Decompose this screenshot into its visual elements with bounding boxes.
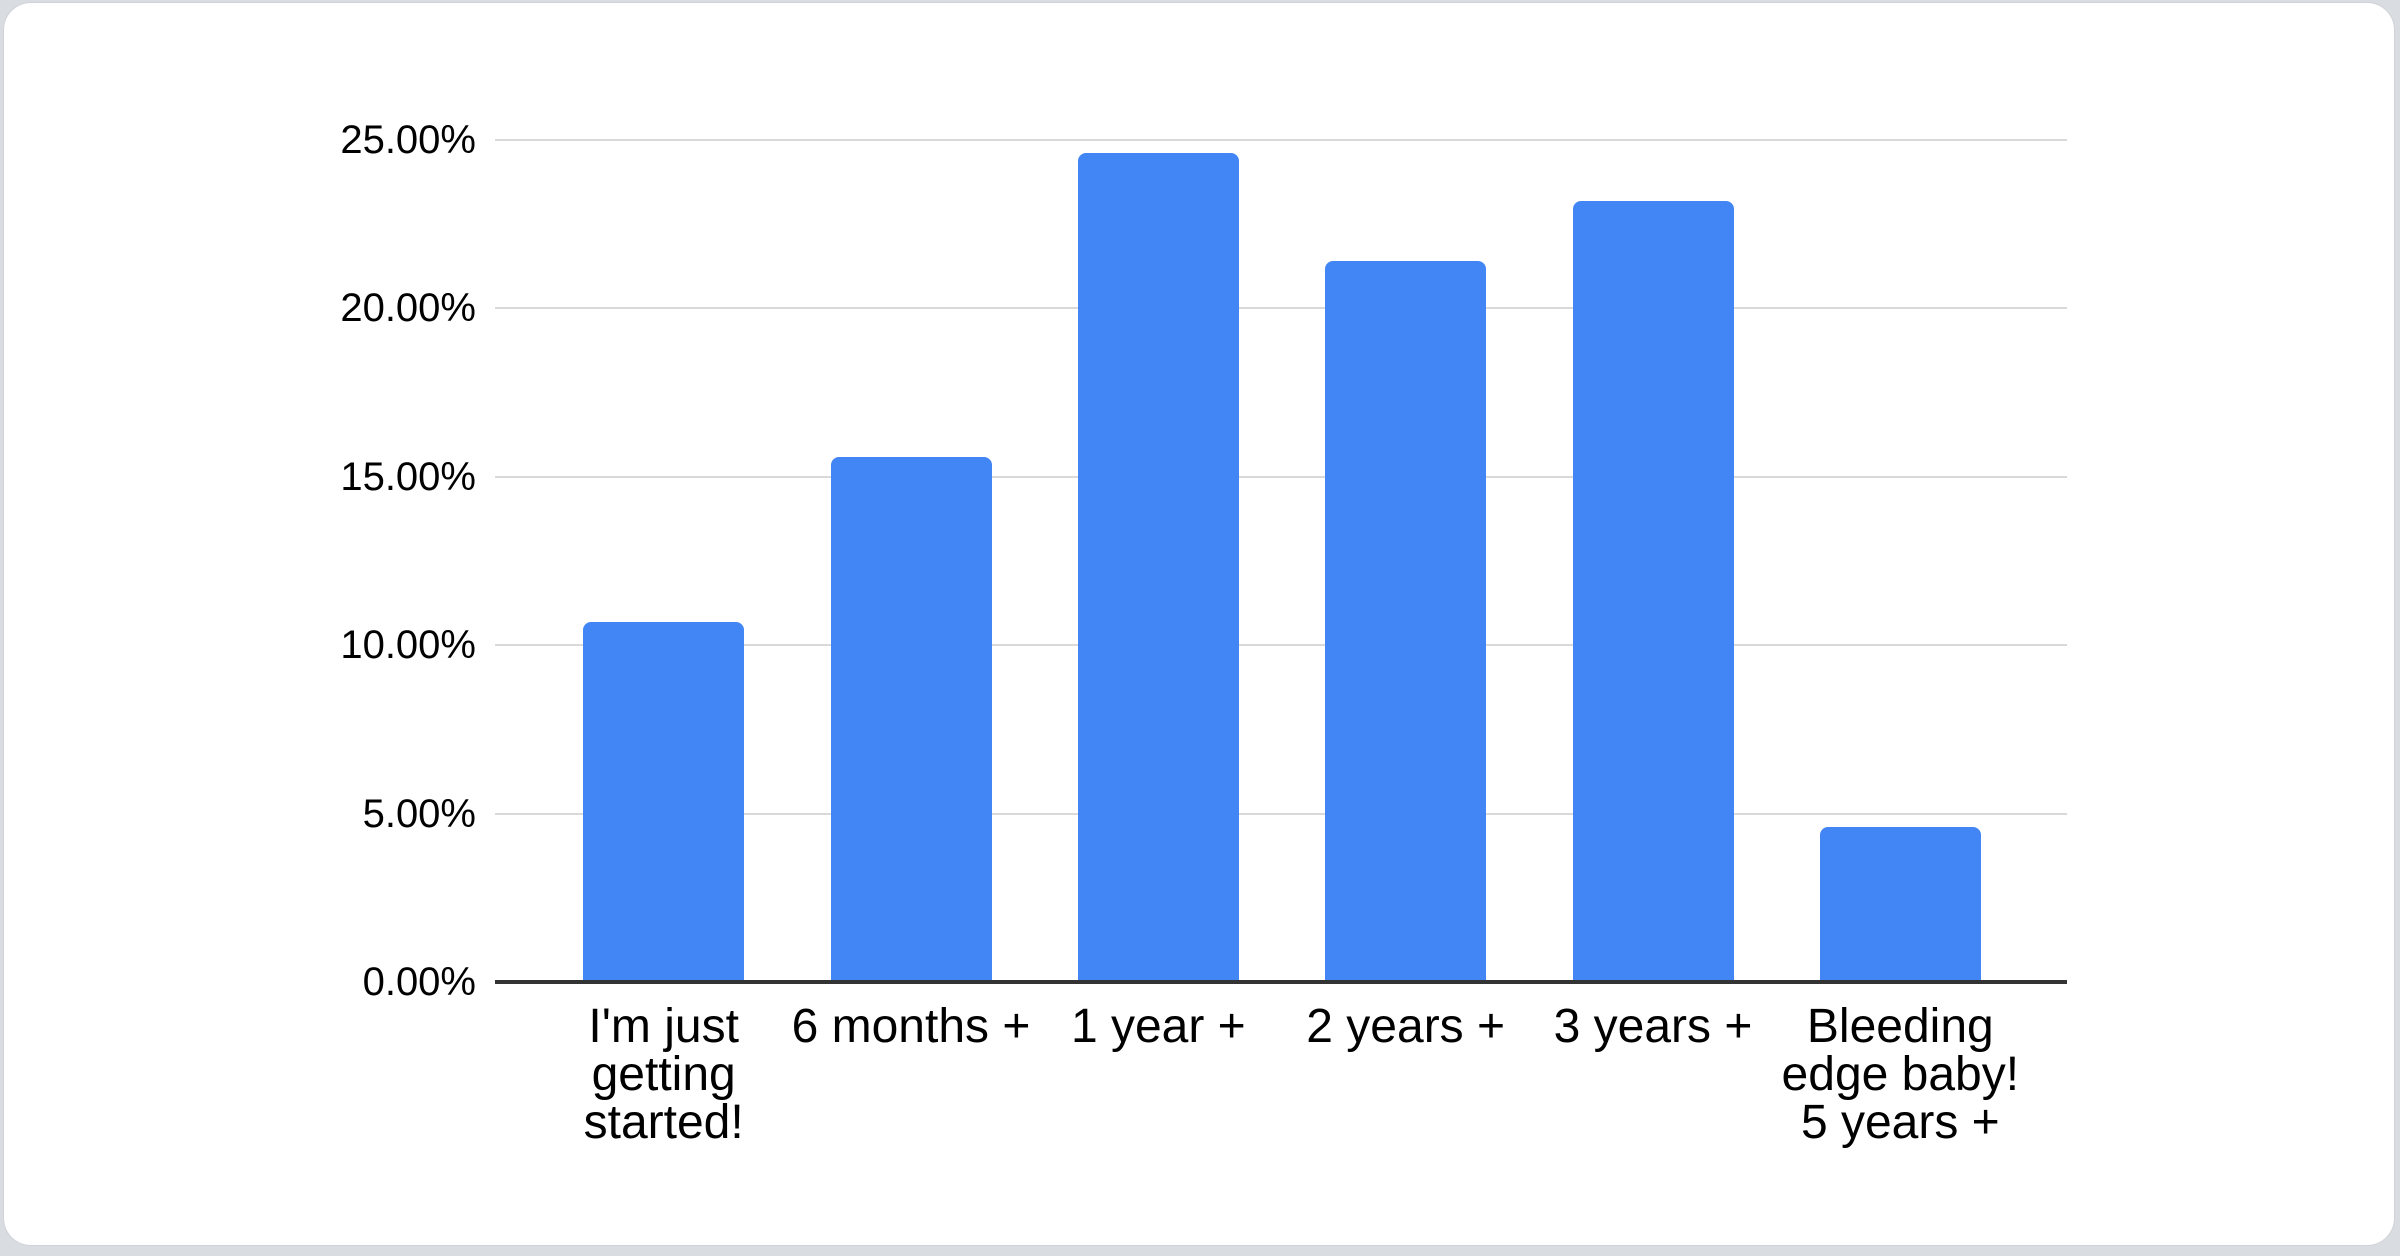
y-axis-tick-label: 20.00% [340,286,476,331]
y-axis-tick-label: 25.00% [340,118,476,162]
y-axis-tick-label: 0.00% [362,960,476,1004]
bar-6[interactable] [1819,827,1981,982]
y-gridline [495,475,2067,478]
x-axis-category-label: 1 year + [1070,1000,1246,1053]
y-gridline [495,812,2067,815]
y-axis-tick-label: 15.00% [340,454,476,499]
bar-5[interactable] [1572,200,1734,982]
x-axis-category-label: 6 months + [791,1000,1031,1053]
x-axis-line [495,980,2067,984]
y-axis-tick-label: 5.00% [362,791,476,836]
x-axis-category-label: 2 years + [1306,1000,1506,1053]
bar-1[interactable] [583,621,745,982]
bar-2[interactable] [830,456,992,982]
y-gridline [495,139,2067,141]
bar-3[interactable] [1077,153,1239,982]
y-axis-tick-label: 10.00% [340,623,476,668]
bar-4[interactable] [1325,261,1487,982]
y-gridline [495,307,2067,310]
x-axis-category-label: Bleeding edge baby! 5 years + [1781,1000,2020,1149]
x-axis-category-label: 3 years + [1553,1000,1753,1053]
y-gridline [495,644,2067,647]
x-axis-category-label: I'm just getting started! [583,1000,744,1149]
